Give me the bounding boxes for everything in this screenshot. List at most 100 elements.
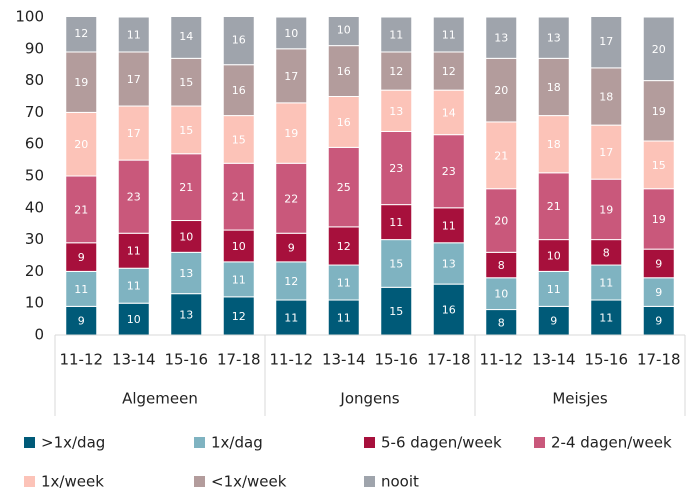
data-label: 11 — [599, 277, 613, 290]
data-label: 15 — [389, 305, 403, 318]
data-label: 13 — [179, 267, 193, 280]
legend-swatch — [24, 476, 35, 487]
y-tick-label: 100 — [15, 8, 44, 26]
data-label: 21 — [547, 200, 561, 213]
legend-label: 1x/week — [41, 473, 104, 491]
data-label: 11 — [127, 245, 141, 258]
data-label: 12 — [442, 65, 456, 78]
data-label: 11 — [599, 312, 613, 325]
bar-segment — [642, 277, 675, 307]
bar-segment — [170, 57, 203, 107]
data-label: 13 — [442, 257, 456, 270]
bar-segment — [170, 153, 203, 222]
bar-segment — [380, 89, 413, 132]
bar-segment — [65, 111, 98, 177]
bar-segment — [222, 261, 255, 298]
data-label: 20 — [652, 43, 666, 56]
legend-label: nooit — [381, 473, 419, 491]
bar-segment — [65, 242, 98, 272]
data-label: 13 — [547, 32, 561, 45]
data-label: 21 — [179, 181, 193, 194]
x-tick-label: 11-12 — [479, 351, 523, 369]
data-label: 17 — [127, 73, 141, 86]
data-label: 11 — [74, 283, 88, 296]
data-label: 23 — [389, 162, 403, 175]
x-tick-label: 17-18 — [427, 351, 471, 369]
bar-segment — [275, 162, 308, 234]
bar-segment — [170, 17, 203, 59]
data-label: 15 — [232, 133, 246, 146]
data-label: 17 — [284, 70, 298, 83]
data-label: 18 — [547, 138, 561, 151]
data-label: 21 — [494, 149, 508, 162]
data-label: 21 — [232, 191, 246, 204]
data-label: 8 — [498, 259, 505, 272]
bar-segment — [222, 115, 255, 164]
bar-segment — [222, 296, 255, 335]
group-label: Algemeen — [122, 390, 198, 408]
legend-swatch — [364, 476, 375, 487]
legend-label: 2-4 dagen/week — [551, 434, 672, 452]
bar-segment — [590, 17, 623, 69]
data-label: 22 — [284, 192, 298, 205]
data-label: 12 — [389, 65, 403, 78]
bar-segment — [485, 188, 518, 253]
bar-segment — [432, 242, 465, 285]
data-label: 11 — [284, 312, 298, 325]
legend-label: 1x/dag — [211, 434, 263, 452]
data-label: 10 — [232, 240, 246, 253]
data-label: 17 — [599, 146, 613, 159]
bar-segment — [275, 102, 308, 164]
bar-segment — [642, 17, 675, 82]
bar-segment — [327, 96, 360, 148]
data-label: 9 — [655, 315, 662, 328]
data-label: 10 — [494, 288, 508, 301]
data-label: 15 — [179, 76, 193, 89]
bar-segment — [642, 80, 675, 142]
x-tick-label: 15-16 — [164, 351, 208, 369]
y-tick-label: 10 — [25, 294, 44, 312]
bar-segment — [485, 17, 518, 59]
bar-segment — [327, 17, 360, 47]
data-label: 23 — [127, 191, 141, 204]
data-label: 9 — [288, 242, 295, 255]
data-label: 11 — [337, 312, 351, 325]
bar-segment — [380, 204, 413, 241]
bar-segment — [275, 261, 308, 301]
bar-segment — [590, 178, 623, 241]
data-label: 21 — [74, 203, 88, 216]
bar-segment — [537, 172, 570, 241]
data-label: 11 — [389, 216, 403, 229]
bar-segment — [65, 17, 98, 53]
legend-swatch — [534, 437, 545, 448]
data-label: 16 — [232, 33, 246, 46]
bar-segment — [117, 267, 150, 304]
data-label: 13 — [494, 32, 508, 45]
data-label: 16 — [337, 65, 351, 78]
data-label: 11 — [442, 219, 456, 232]
data-label: 15 — [389, 257, 403, 270]
data-label: 11 — [232, 273, 246, 286]
bar-segment — [590, 124, 623, 180]
data-label: 13 — [389, 105, 403, 118]
data-label: 9 — [655, 286, 662, 299]
legend-swatch — [194, 476, 205, 487]
data-label: 19 — [652, 105, 666, 118]
y-tick-label: 80 — [25, 71, 44, 89]
bar-segment — [222, 162, 255, 231]
plot-area: 9 11 9 21 20 19 12 10 11 11 23 17 17 11 13 13 10 21 15 15 14… — [65, 17, 675, 335]
data-label: 15 — [652, 159, 666, 172]
data-label: 17 — [127, 127, 141, 140]
legend-swatch — [194, 437, 205, 448]
bar-segment — [485, 277, 518, 311]
x-tick-label: 11-12 — [269, 351, 313, 369]
bar-segment — [222, 17, 255, 66]
data-label: 19 — [284, 127, 298, 140]
x-tick-label: 15-16 — [374, 351, 418, 369]
data-label: 10 — [547, 250, 561, 263]
y-tick-label: 50 — [25, 167, 44, 185]
x-tick-label: 17-18 — [217, 351, 261, 369]
data-label: 16 — [232, 84, 246, 97]
bar-segment — [117, 51, 150, 107]
